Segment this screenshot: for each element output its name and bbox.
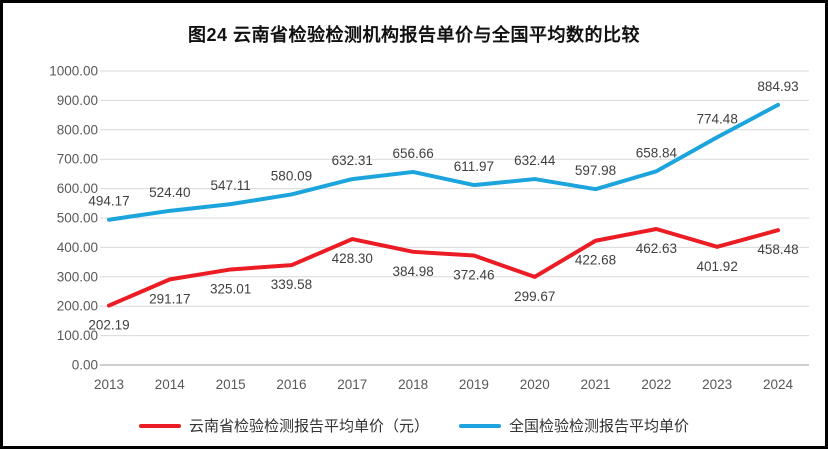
x-tick-label: 2021 <box>581 377 611 392</box>
y-tick-label: 400.00 <box>57 240 98 255</box>
x-tick-label: 2015 <box>216 377 246 392</box>
chart-title: 图24 云南省检验检测机构报告单价与全国平均数的比较 <box>187 25 641 45</box>
data-label: 494.17 <box>88 194 129 209</box>
y-tick-label: 700.00 <box>57 152 98 167</box>
x-tick-label: 2016 <box>276 377 306 392</box>
y-tick-label: 300.00 <box>57 269 98 284</box>
y-tick-label: 600.00 <box>57 181 98 196</box>
data-label: 597.98 <box>575 163 616 178</box>
x-tick-label: 2014 <box>155 377 186 392</box>
y-tick-label: 1000.00 <box>49 64 98 79</box>
data-label: 458.48 <box>757 242 798 257</box>
legend-label-yunnan: 云南省检验检测报告平均单价（元） <box>188 418 429 435</box>
x-tick-label: 2018 <box>398 377 428 392</box>
line-chart-plot: 0.00 100.00 200.00 300.00 400.00 500.00 600.00… <box>49 64 809 392</box>
x-tick-label: 2024 <box>763 377 794 392</box>
data-label: 632.31 <box>332 153 373 168</box>
data-label: 774.48 <box>697 111 738 126</box>
x-tick-label: 2023 <box>702 377 732 392</box>
legend-label-national: 全国检验检测报告平均单价 <box>509 418 690 435</box>
data-label: 462.63 <box>636 241 677 256</box>
y-tick-label: 0.00 <box>72 358 98 373</box>
y-tick-label: 100.00 <box>57 328 98 343</box>
data-label: 202.19 <box>88 318 129 333</box>
y-tick-label: 200.00 <box>57 299 98 314</box>
data-label: 384.98 <box>392 264 433 279</box>
y-tick-label: 900.00 <box>57 93 98 108</box>
data-label: 658.84 <box>636 145 678 160</box>
legend-item-yunnan: 云南省检验检测报告平均单价（元） <box>138 415 429 436</box>
data-label: 299.67 <box>514 289 555 304</box>
x-tick-label: 2013 <box>94 377 124 392</box>
data-label: 428.30 <box>332 251 373 266</box>
x-tick-label: 2022 <box>641 377 671 392</box>
y-tick-label: 500.00 <box>57 211 98 226</box>
legend-marker-national <box>459 423 501 428</box>
data-label: 372.46 <box>453 267 494 282</box>
x-tick-label: 2017 <box>337 377 367 392</box>
x-tick-label: 2019 <box>459 377 489 392</box>
data-label: 580.09 <box>271 168 312 183</box>
series-line-0 <box>107 226 780 308</box>
data-label: 611.97 <box>454 159 494 174</box>
legend: 云南省检验检测报告平均单价（元） 全国检验检测报告平均单价 <box>3 415 825 436</box>
data-label: 632.44 <box>514 153 556 168</box>
y-tick-label: 800.00 <box>57 122 98 137</box>
data-label: 339.58 <box>271 277 312 292</box>
data-label: 547.11 <box>210 178 250 193</box>
series-line-1 <box>107 102 780 222</box>
legend-item-national: 全国检验检测报告平均单价 <box>459 415 689 436</box>
data-label: 524.40 <box>149 185 190 200</box>
x-tick-label: 2020 <box>520 377 550 392</box>
legend-marker-yunnan <box>138 423 181 428</box>
data-label: 325.01 <box>210 281 251 296</box>
data-label: 884.93 <box>757 79 798 94</box>
data-label: 291.17 <box>149 291 190 306</box>
data-label: 656.66 <box>392 146 433 161</box>
data-label: 401.92 <box>697 259 738 274</box>
data-label: 422.68 <box>575 253 616 268</box>
